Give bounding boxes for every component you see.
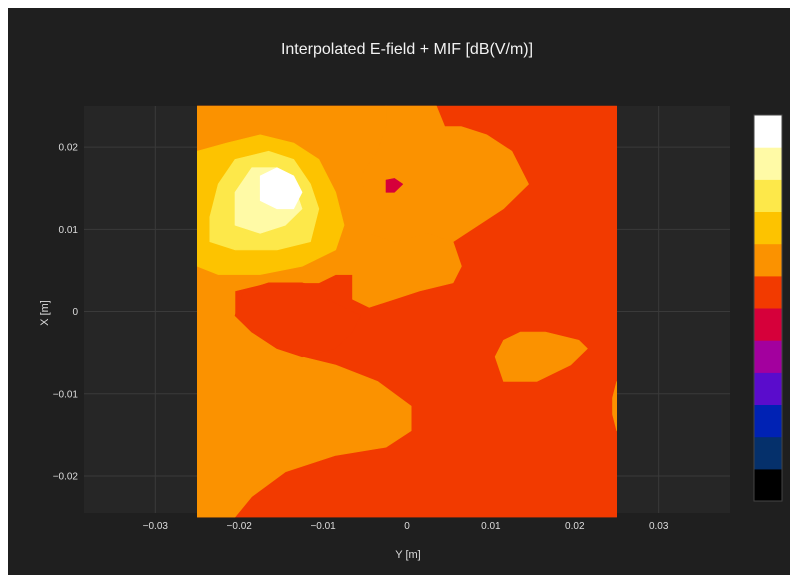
contour-region [612,381,618,432]
x-tick-label: −0.01 [310,521,336,532]
y-axis-title: X [m] [39,300,51,326]
y-tick-label: 0.01 [59,225,79,236]
x-tick-label: 0 [404,521,410,532]
y-tick-label: −0.02 [53,472,79,483]
colorbar-swatch [754,340,782,373]
contour-region [385,178,404,193]
colorbar [753,114,783,502]
colorbar-swatch [754,404,782,438]
colorbar-swatch [754,308,782,341]
x-tick-label: −0.02 [227,521,253,532]
chart-title: Interpolated E-field + MIF [dB(V/m)] [281,41,533,58]
x-tick-label: 0.01 [481,521,501,532]
colorbar-swatch [754,275,782,309]
x-tick-label: 0.03 [649,521,669,532]
contour-region [259,167,303,210]
colorbar-swatch [754,211,782,245]
contour-region [360,105,529,242]
figure: Interpolated E-field + MIF [dB(V/m)] −0.… [8,8,790,575]
colorbar-frame [753,114,783,502]
contour-region [234,282,362,358]
x-tick-label: −0.03 [143,521,169,532]
contour-region [494,331,588,382]
contour-chart: Interpolated E-field + MIF [dB(V/m)] −0.… [39,41,783,561]
colorbar-swatch [754,436,782,470]
contour-regions [197,105,618,518]
x-axis-title: Y [m] [395,549,420,561]
axis-ticks: −0.03 −0.02 −0.01 0 0.01 0.02 0.03 −0.02 −0.01 0 0… [53,143,669,532]
y-tick-label: −0.01 [53,389,79,400]
colorbar-swatch [754,372,782,405]
y-tick-label: 0.02 [59,143,79,154]
colorbar-swatch [754,147,782,180]
x-tick-label: 0.02 [565,521,585,532]
colorbar-swatch [754,243,782,277]
colorbar-swatch [754,115,782,148]
colorbar-swatch [754,468,782,502]
y-tick-label: 0 [72,307,78,318]
colorbar-swatch [754,179,782,212]
